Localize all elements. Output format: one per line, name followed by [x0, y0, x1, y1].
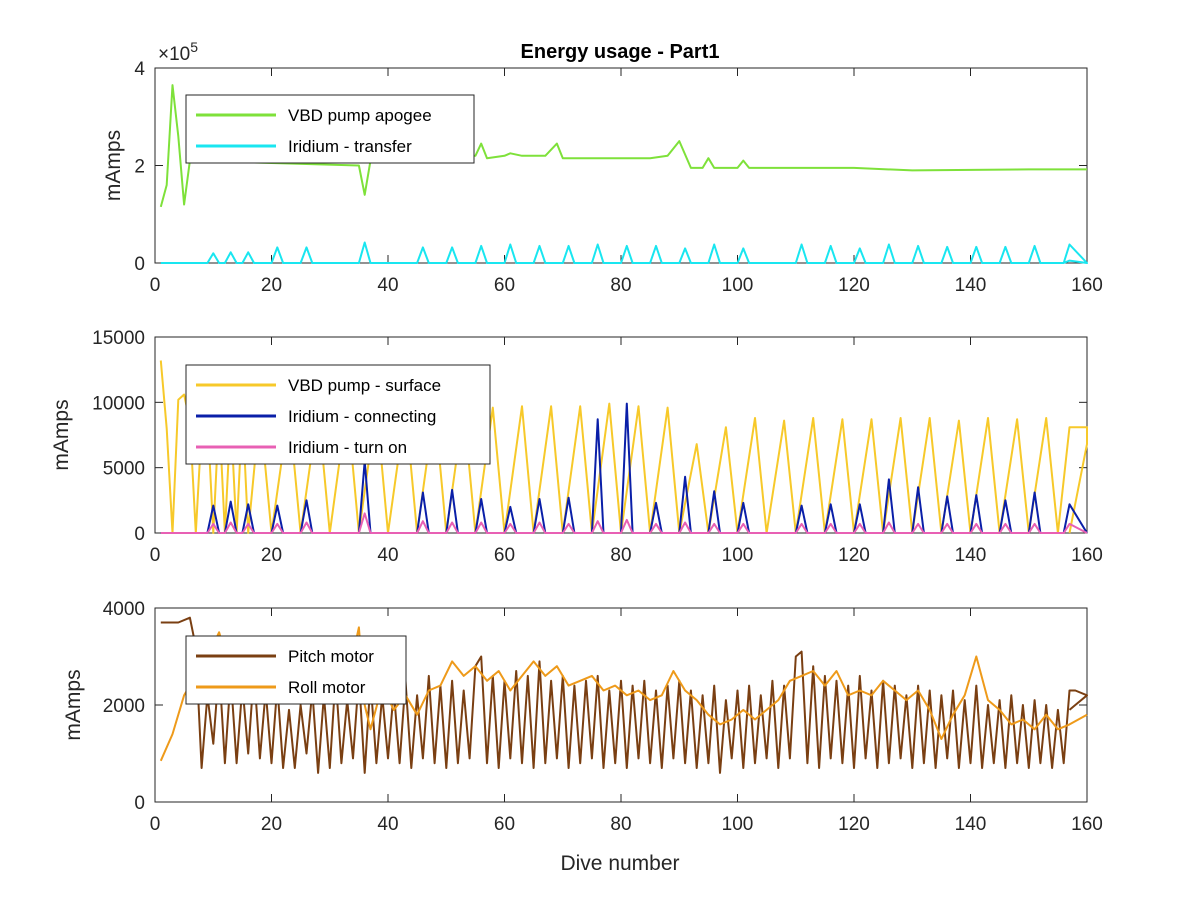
- subplot-1: 0 20 40 60 80 100 120 140 160 0 2 4 mAmps VBD pump ap…: [102, 59, 1103, 296]
- x-tick-label: 120: [838, 545, 870, 566]
- x-tick-label: 80: [610, 275, 631, 296]
- chart-title: Energy usage - Part1: [521, 41, 720, 63]
- y-tick-label: 0: [134, 524, 145, 545]
- y-axis-label: mAmps: [50, 399, 73, 470]
- x-tick-label: 120: [838, 275, 870, 296]
- series-line-pitch-motor: [160, 616, 1088, 774]
- x-tick-label: 40: [377, 814, 398, 835]
- y-exponent-base: ×10: [158, 44, 190, 65]
- x-tick-label: 160: [1071, 545, 1103, 566]
- legend-box: [185, 94, 475, 164]
- y-tick-label: 2: [134, 157, 145, 178]
- x-tick-label: 100: [722, 814, 754, 835]
- x-tick-label: 80: [610, 545, 631, 566]
- x-tick-label: 0: [150, 275, 161, 296]
- y-tick-label: 4000: [103, 599, 145, 620]
- x-tick-label: 160: [1071, 275, 1103, 296]
- x-tick-label: 20: [261, 814, 282, 835]
- x-tick-label: 140: [955, 275, 987, 296]
- subplot-3: 0 20 40 60 80 100 120 140 160 0 2000 4000 mAmps Pitch…: [62, 599, 1103, 835]
- series-line-iridium-turn-on: [160, 512, 1088, 534]
- y-tick-label: 5000: [103, 459, 145, 480]
- legend-entry: Iridium - turn on: [288, 438, 407, 457]
- x-tick-label: 40: [377, 275, 398, 296]
- y-axis-label: mAmps: [62, 669, 85, 740]
- legend: VBD pump - surface Iridium - connecting Ir…: [185, 364, 491, 465]
- legend: VBD pump apogee Iridium - transfer: [185, 94, 475, 164]
- x-tick-label: 60: [494, 545, 515, 566]
- x-tick-label: 160: [1071, 814, 1103, 835]
- legend-entry: Iridium - connecting: [288, 407, 436, 426]
- y-tick-label: 0: [134, 254, 145, 275]
- y-tick-label: 15000: [92, 328, 145, 349]
- x-tick-label: 0: [150, 545, 161, 566]
- x-tick-label: 120: [838, 814, 870, 835]
- x-tick-label: 60: [494, 814, 515, 835]
- series-line-vbd-surface: [159, 360, 1088, 534]
- x-tick-label: 140: [955, 545, 987, 566]
- legend-entry: VBD pump apogee: [288, 106, 432, 125]
- y-exponent-power: 5: [190, 39, 198, 55]
- legend-entry: VBD pump - surface: [288, 376, 441, 395]
- x-tick-label: 40: [377, 545, 398, 566]
- x-tick-label: 140: [955, 814, 987, 835]
- legend: Pitch motor Roll motor: [185, 635, 407, 705]
- y-tick-label: 4: [134, 59, 145, 80]
- y-exponent-label: ×105: [158, 39, 198, 65]
- subplot-2: 0 20 40 60 80 100 120 140 160 0 5000 10000 15000 mAmp…: [50, 328, 1103, 566]
- x-axis-label: Dive number: [560, 852, 679, 875]
- y-axis-label: mAmps: [102, 130, 125, 201]
- legend-box: [185, 635, 407, 705]
- legend-entry: Pitch motor: [288, 647, 374, 666]
- x-tick-label: 0: [150, 814, 161, 835]
- x-tick-label: 20: [261, 545, 282, 566]
- y-tick-label: 0: [134, 793, 145, 814]
- y-tick-label: 10000: [92, 393, 145, 414]
- legend-entry: Roll motor: [288, 678, 366, 697]
- x-tick-label: 80: [610, 814, 631, 835]
- legend-entry: Iridium - transfer: [288, 137, 412, 156]
- x-tick-label: 100: [722, 545, 754, 566]
- series-line-iridium-transfer: [160, 241, 1088, 264]
- x-tick-label: 100: [722, 275, 754, 296]
- y-tick-label: 2000: [103, 696, 145, 717]
- x-tick-label: 20: [261, 275, 282, 296]
- x-tick-label: 60: [494, 275, 515, 296]
